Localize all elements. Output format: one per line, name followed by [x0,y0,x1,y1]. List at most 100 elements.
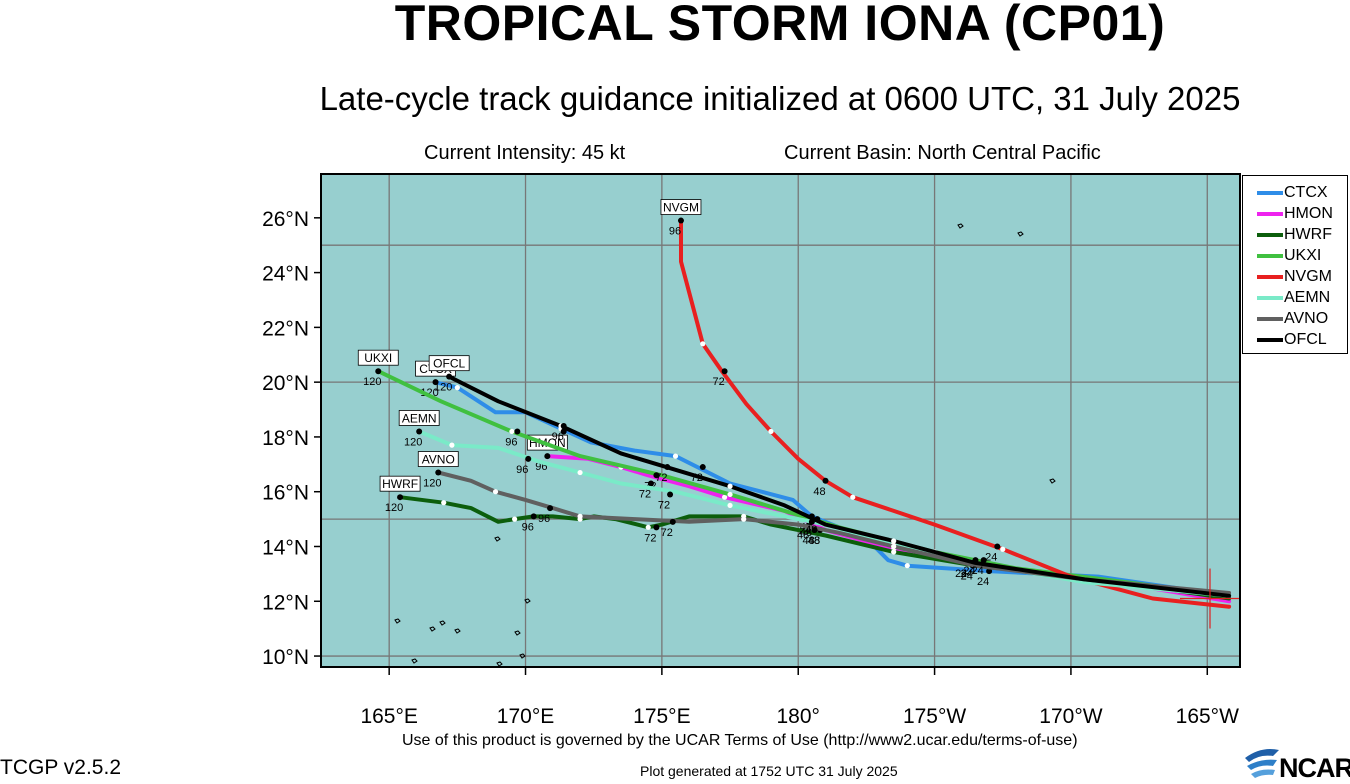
forecast-hour-dot [560,422,567,429]
track-interval-dot [512,516,518,522]
island-outline [411,658,418,664]
track-interval-dot [700,341,706,347]
legend-label: NVGM [1284,268,1332,285]
forecast-hour-dot [669,518,676,525]
lat-tick-label: 22°N [262,317,309,340]
forecast-hour-dot [530,513,537,520]
track-interval-dot [850,494,856,500]
page-subtitle: Late-cycle track guidance initialized at… [319,80,1241,117]
forecast-hour-dot [980,557,987,564]
current-basin-label: Current Basin: North Central Pacific [784,142,1101,164]
lon-tick-label: 180° [777,705,820,728]
forecast-hour-dot [397,494,404,501]
lat-tick-label: 24°N [262,263,309,286]
track-avno: 24 48 72 96 120 AVNO [417,451,1232,595]
forecast-hour-label: 72 [639,488,651,500]
forecast-hour-dot [647,480,654,487]
map-islands [394,223,1056,667]
forecast-hour-dot [677,217,684,224]
island-outline [494,536,501,542]
ncar-logo-text: NCAR [1279,753,1350,783]
forecast-hour-label: 48 [805,524,817,536]
legend-item-avno: AVNO [1243,309,1347,329]
track-line [398,495,1232,601]
legend-item-ukxi: UKXI [1243,246,1347,266]
model-name-tag [398,410,440,426]
track-interval-dot [454,385,460,391]
forecast-hour-label: 96 [538,513,550,525]
forecast-hour-dot [822,477,829,484]
legend-line-swatch [1257,275,1283,279]
island-outline [524,598,531,604]
track-ofcl: 24 48 72 96 120 OFCL [428,355,1232,598]
legend-line-swatch [1257,338,1283,342]
lat-tick-label: 26°N [262,208,309,231]
track-line [447,374,1232,598]
track-interval-dot [727,483,733,489]
model-name-tag [357,349,399,366]
track-interval-dot [1000,546,1006,552]
version-label: TCGP v2.5.2 [0,756,121,779]
lon-tick-label: 170°W [1039,705,1102,728]
legend-item-ctcx: CTCX [1243,183,1347,203]
track-line [433,380,1232,598]
legend-label: OFCL [1284,331,1327,348]
track-interval-dot [768,428,774,435]
forecast-hour-dot [416,428,423,435]
legend-line-swatch [1257,296,1283,300]
terms-of-use-text: Use of this product is governed by the U… [402,732,1078,749]
forecast-hour-label: 24 [961,571,973,583]
legend-label: AEMN [1284,289,1331,306]
forecast-hour-dot [446,373,453,380]
legend-label: UKXI [1284,247,1322,264]
forecast-hour-dot [514,428,521,435]
lat-tick-label: 20°N [262,372,309,395]
legend-line-swatch [1257,233,1283,237]
forecast-hour-label: 48 [800,527,812,539]
island-outline [439,620,446,626]
map-axis-ticks: 10°N 12°N 14°N 16°N 18°N 20°N 22°N 24°N 26°N 165°… [262,208,1239,728]
island-outline [519,653,526,659]
model-legend: CTCX HMON HWRF UKXI NVGM AEMN AVNO OFCL [1242,175,1348,354]
forecast-hour-label: 120 [385,502,403,514]
island-outline [1017,231,1024,237]
forecast-hour-label: 72 [644,532,656,544]
island-outline [957,223,964,229]
track-interval-dot [441,500,447,506]
forecast-hour-label: 24 [963,565,975,577]
lon-tick-label: 165°E [360,705,417,728]
lat-tick-label: 10°N [262,646,309,669]
forecast-hour-dot [664,464,671,471]
forecast-hour-label: 48 [808,535,820,547]
model-name-tag [379,475,421,492]
lon-tick-label: 165°W [1176,705,1239,728]
legend-label: AVNO [1284,310,1329,327]
map-grid [321,174,1240,667]
forecast-hour-dot [811,527,818,534]
island-outline [514,630,521,636]
generated-timestamp: Plot generated at 1752 UTC 31 July 2025 [640,763,898,779]
forecast-hour-label: 48 [808,535,820,547]
forecast-hour-label: 24 [961,568,973,580]
legend-line-swatch [1257,254,1283,258]
forecast-hour-label: 24 [985,551,997,563]
track-interval-dot [904,563,910,569]
forecast-hour-dot [986,568,993,575]
lat-tick-label: 12°N [262,591,309,614]
island-outline [394,618,401,624]
forecast-hour-label: 24 [961,568,973,580]
forecast-hour-dot [432,379,439,386]
track-interval-dot [672,453,679,459]
forecast-hour-label: 48 [802,535,814,547]
lon-tick-label: 170°E [497,705,554,728]
legend-label: HMON [1284,205,1333,222]
forecast-hour-label: 72 [658,499,670,511]
model-name-tag [428,355,470,372]
forecast-hour-label: 48 [797,530,809,542]
model-name-tag-label: AVNO [422,453,455,467]
legend-item-hmon: HMON [1243,204,1347,224]
current-intensity-label: Current Intensity: 45 kt [424,142,626,164]
forecast-hour-label: 120 [423,478,441,490]
model-tracks: 24487296120CTCX24487296HMON24487296120HW… [357,199,1232,609]
